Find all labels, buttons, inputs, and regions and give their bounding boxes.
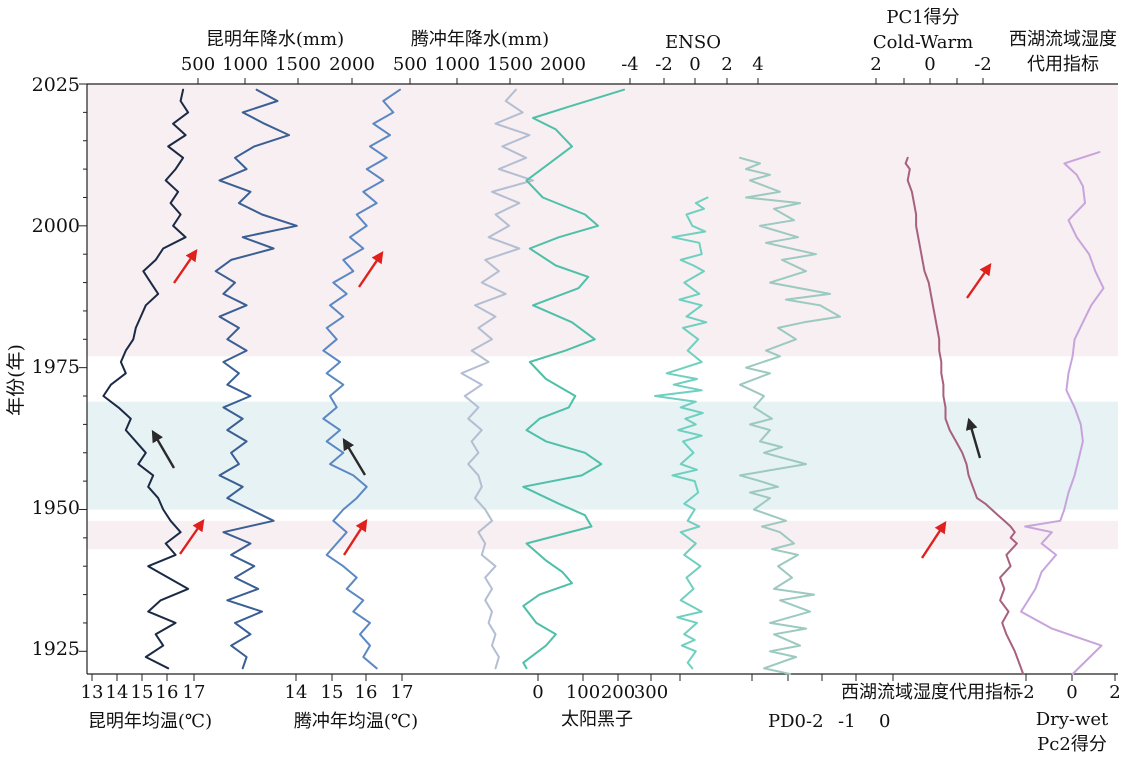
tc-precip-tick-500: 500 [393,54,427,75]
xihu-top-title: 西湖流域湿度 [1009,29,1117,50]
red-trend-arrow-3 [358,251,384,288]
km-temp-tick-14: 14 [106,682,129,703]
pd-label: PD0-2 [768,711,824,732]
enso-tick-0: 0 [689,54,700,75]
tc-precip-tick-1500: 1500 [487,54,533,75]
pc1-title: PC1得分 [886,7,959,28]
pc1-tick-0: 0 [924,54,935,75]
tc-temp-tick-16: 16 [355,682,378,703]
km-precip-tick-500: 500 [181,54,215,75]
km-precip-tick-1000: 1000 [222,54,268,75]
series-line-pc2 [1020,151,1105,675]
tc-precip-title: 腾冲年降水(mm) [411,29,549,50]
red-trend-arrow-1 [179,519,205,555]
y-tick-label-1975: 1975 [32,356,80,378]
plot-frame [79,78,1118,681]
y-tick-label-1925: 1925 [32,638,80,660]
sunspot-tick-200: 200 [601,682,635,703]
arrow-layer [151,249,992,559]
tc-temp-tick-15: 15 [321,682,344,703]
series-line-pd [739,156,841,675]
enso-tick-minus2: -2 [655,54,673,75]
series-line-sunspot [522,88,625,670]
pc2-tick-2: 2 [1109,682,1120,703]
pc2-tick-minus2: -2 [1017,682,1035,703]
tc-temp-title: 腾冲年均温(℃) [294,711,418,732]
y-tick-label-2000: 2000 [32,215,80,237]
pc1-subtitle: Cold-Warm [873,32,973,53]
red-trend-arrow-7 [920,520,947,559]
series-line-tc-temp [322,88,401,670]
background-band-2 [87,520,1118,550]
black-trend-arrow-2 [151,429,176,469]
tc-precip-tick-1000: 1000 [434,54,480,75]
black-trend-arrow-8 [965,417,982,459]
red-trend-arrow-4 [342,518,368,556]
series-line-km-precip [214,88,298,670]
km-temp-tick-13: 13 [81,682,104,703]
km-precip-tick-1500: 1500 [275,54,321,75]
black-trend-arrow-5 [342,437,367,476]
series-line-pc1 [904,156,1025,675]
enso-title: ENSO [665,32,721,53]
series-line-enso [654,196,709,670]
series-line-km-temp [102,88,190,670]
km-temp-tick-15: 15 [131,682,154,703]
xihu-top-subtitle: 代用指标 [1027,54,1099,75]
enso-tick-2: 2 [721,54,732,75]
y-tick-label-1950: 1950 [32,497,80,519]
pd-tick-0: 0 [879,711,890,732]
red-trend-arrow-6 [966,263,992,299]
tc-precip-tick-2000: 2000 [540,54,586,75]
y-tick-label-2025: 2025 [32,74,80,96]
km-precip-title: 昆明年降水(mm) [206,29,344,50]
tc-temp-tick-17: 17 [391,682,414,703]
pc2-subtitle: Pc2得分 [1037,734,1107,755]
tc-temp-tick-14: 14 [285,682,308,703]
enso-tick-4: 4 [752,54,763,75]
km-temp-tick-17: 17 [183,682,206,703]
pc2-title: Dry-wet [1036,709,1109,730]
y-axis-label: 年份(年) [5,344,27,416]
sunspot-tick-300: 300 [634,682,668,703]
pc1-tick-2: 2 [870,54,881,75]
km-temp-tick-16: 16 [156,682,179,703]
series-layer [102,88,1105,675]
enso-tick-minus4: -4 [621,54,639,75]
sunspot-title: 太阳黑子 [561,709,633,730]
red-trend-arrow-0 [173,249,198,284]
xihu-bottom-title: 西湖流域湿度代用指标 [841,682,1021,703]
pc1-tick-minus2: -2 [974,54,992,75]
sunspot-tick-0: 0 [532,682,543,703]
pd-tick-minus1: -1 [838,711,856,732]
pc2-tick-0: 0 [1066,682,1077,703]
background-band-0 [87,84,1118,357]
km-temp-title: 昆明年均温(℃) [88,711,212,732]
km-precip-tick-2000: 2000 [329,54,375,75]
sunspot-tick-100: 100 [566,682,600,703]
series-line-tc-precip [460,88,534,670]
